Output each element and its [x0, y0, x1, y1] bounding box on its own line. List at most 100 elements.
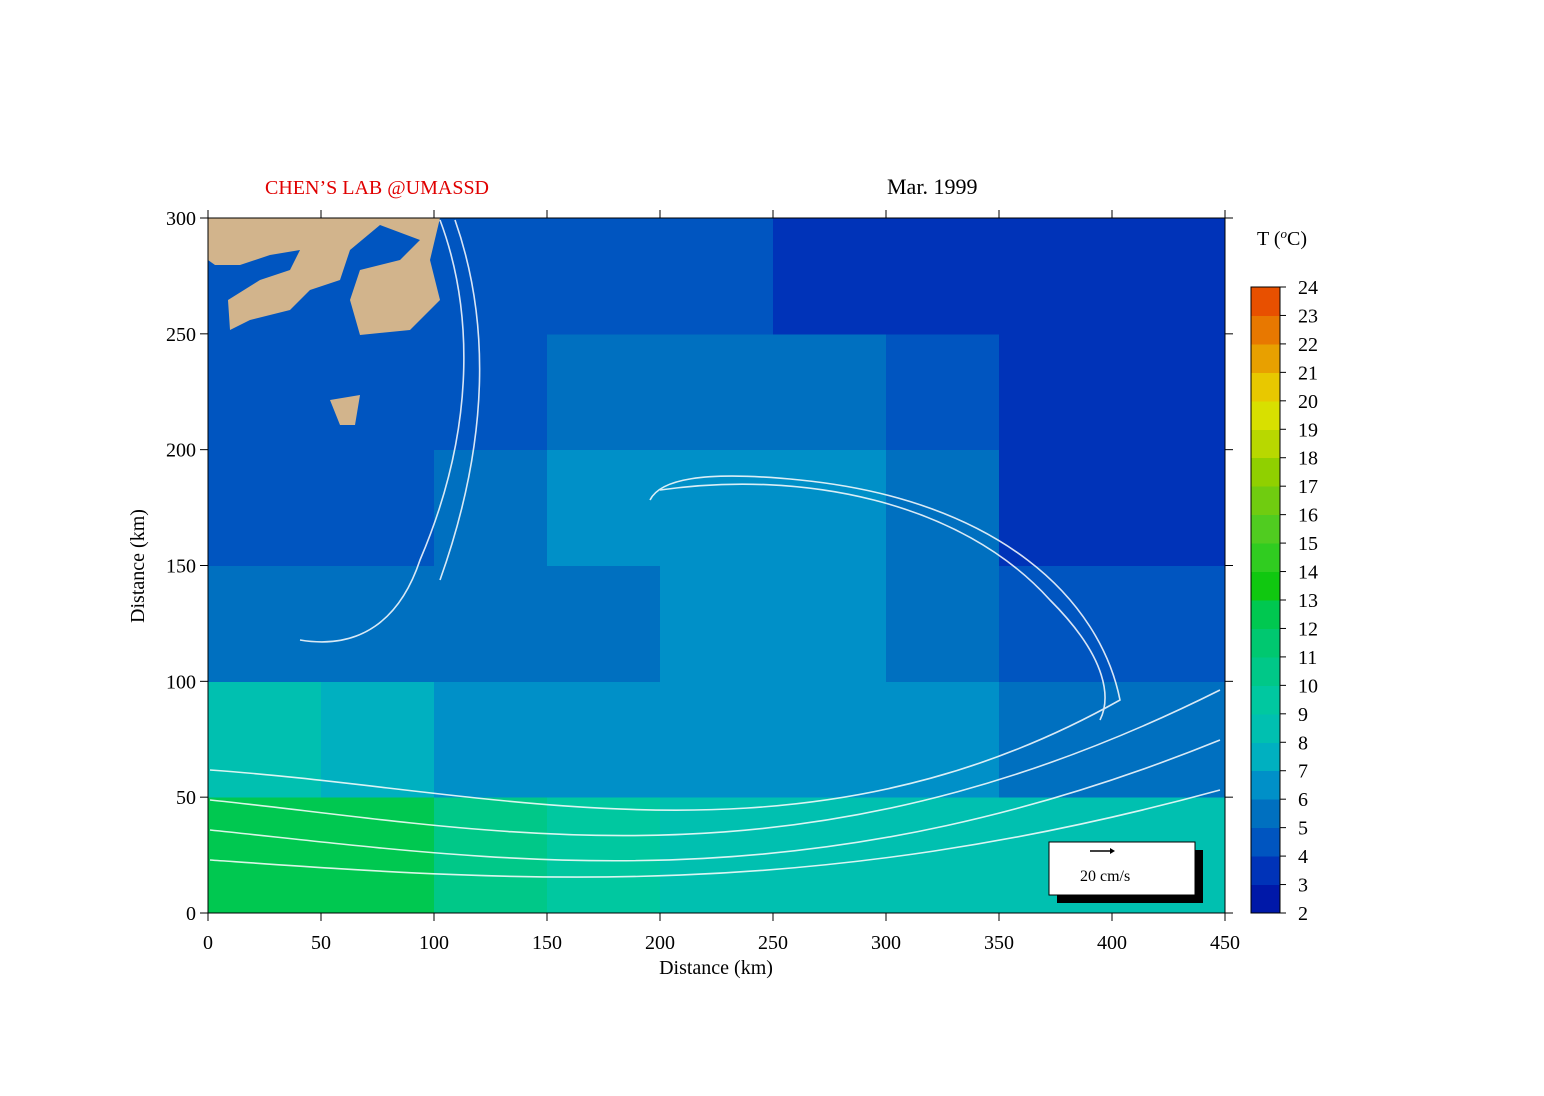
- colorbar-swatch: [1251, 600, 1280, 629]
- colorbar-swatch: [1251, 514, 1280, 544]
- colorbar-swatch: [1251, 770, 1280, 800]
- colorbar-swatch: [1251, 287, 1280, 316]
- colorbar-tick-label: 3: [1298, 875, 1308, 897]
- temperature-cell: [886, 449, 1000, 566]
- temperature-cell: [434, 333, 548, 451]
- colorbar-swatch: [1251, 742, 1280, 772]
- colorbar-tick-label: 16: [1298, 505, 1318, 527]
- y-tick-label: 100: [166, 671, 196, 693]
- colorbar-tick-label: 11: [1298, 647, 1317, 669]
- colorbar-tick-label: 18: [1298, 448, 1318, 470]
- colorbar-tick-label: 22: [1298, 334, 1318, 356]
- temperature-cell: [547, 449, 661, 566]
- colorbar-swatch: [1251, 543, 1280, 573]
- y-tick-label: 150: [166, 556, 196, 578]
- y-tick-label: 50: [176, 787, 196, 809]
- x-tick-label: 100: [419, 932, 449, 954]
- colorbar-swatch: [1251, 457, 1280, 487]
- temperature-cell: [1112, 333, 1226, 451]
- colorbar-swatch: [1251, 400, 1280, 430]
- colorbar-title-text: T (: [1257, 228, 1281, 250]
- temperature-cell: [434, 565, 548, 682]
- temperature-cell: [1112, 218, 1226, 335]
- colorbar-tick-label: 20: [1298, 391, 1318, 413]
- land: [208, 218, 440, 335]
- colorbar-swatch: [1251, 884, 1280, 914]
- colorbar-swatch: [1251, 372, 1280, 402]
- temperature-cell: [321, 681, 435, 798]
- scale-label: 20 cm/s: [1080, 868, 1130, 885]
- temperature-cell: [886, 681, 1000, 798]
- flow-streaks: [209, 219, 1221, 878]
- x-tick-label: 150: [532, 932, 562, 954]
- temperature-cell: [886, 565, 1000, 682]
- y-axis-label: Distance (km): [127, 509, 149, 623]
- x-tick-label: 250: [758, 932, 788, 954]
- temperature-cell: [547, 333, 661, 451]
- temperature-cell: [321, 449, 435, 566]
- colorbar-tick-label: 24: [1298, 277, 1318, 299]
- temperature-cell: [773, 681, 887, 798]
- temperature-cell: [773, 449, 887, 566]
- temperature-cell: [660, 565, 774, 682]
- x-axis-label: Distance (km): [659, 957, 773, 979]
- temperature-cell: [434, 449, 548, 566]
- x-tick-label: 350: [984, 932, 1014, 954]
- temperature-cell: [1112, 681, 1226, 798]
- temperature-cell: [434, 797, 548, 914]
- temperature-cell: [660, 218, 774, 335]
- x-tick-label: 50: [311, 932, 331, 954]
- x-tick-label: 300: [871, 932, 901, 954]
- temperature-cell: [547, 797, 661, 914]
- colorbar-tick-label: 9: [1298, 704, 1308, 726]
- colorbar-tick-label: 17: [1298, 476, 1318, 498]
- colorbar-swatch: [1251, 628, 1280, 658]
- temperature-cell: [660, 449, 774, 566]
- streak: [439, 219, 481, 581]
- colorbar-tick-label: 4: [1298, 846, 1308, 868]
- y-tick-label: 200: [166, 440, 196, 462]
- temperature-cell: [886, 333, 1000, 451]
- temperature-cell: [773, 218, 887, 335]
- colorbar-swatch: [1251, 713, 1280, 743]
- temperature-cell: [660, 333, 774, 451]
- colorbar-tick-label: 8: [1298, 732, 1308, 754]
- colorbar-swatch: [1251, 315, 1280, 345]
- streak: [209, 689, 1221, 837]
- land: [330, 395, 360, 425]
- colorbar-swatch: [1251, 343, 1280, 373]
- y-tick-label: 250: [166, 324, 196, 346]
- streak: [659, 483, 1106, 721]
- colorbar-tick-label: 5: [1298, 818, 1308, 840]
- temperature-cell: [547, 565, 661, 682]
- streak: [299, 219, 465, 643]
- temperature-cell: [321, 797, 435, 914]
- temperature-cell: [434, 681, 548, 798]
- temperature-cell: [1112, 449, 1226, 566]
- streak: [209, 475, 1121, 811]
- x-tick-label: 200: [645, 932, 675, 954]
- temperature-cell: [208, 449, 322, 566]
- colorbar-swatch: [1251, 799, 1280, 829]
- temperature-cell: [773, 797, 887, 914]
- colorbar-tick-label: 13: [1298, 590, 1318, 612]
- colorbar-title: T (oC): [1257, 226, 1307, 250]
- streak: [209, 789, 1221, 878]
- colorbar-swatch: [1251, 486, 1280, 516]
- temperature-cell: [660, 681, 774, 798]
- temperature-cell: [999, 333, 1113, 451]
- temperature-cell: [208, 797, 322, 914]
- colorbar-swatch: [1251, 571, 1280, 601]
- temperature-cell: [773, 333, 887, 451]
- colorbar-tick-label: 19: [1298, 419, 1318, 441]
- colorbar-tick-label: 23: [1298, 305, 1318, 327]
- lab-title: CHEN’S LAB @UMASSD: [265, 177, 489, 199]
- colorbar-swatch: [1251, 685, 1280, 715]
- y-tick-label: 0: [186, 903, 196, 925]
- colorbar-tick-label: 2: [1298, 903, 1308, 925]
- temperature-cell: [547, 681, 661, 798]
- colorbar-tick-label: 12: [1298, 618, 1318, 640]
- chart-title: Mar. 1999: [887, 174, 977, 199]
- x-tick-label: 400: [1097, 932, 1127, 954]
